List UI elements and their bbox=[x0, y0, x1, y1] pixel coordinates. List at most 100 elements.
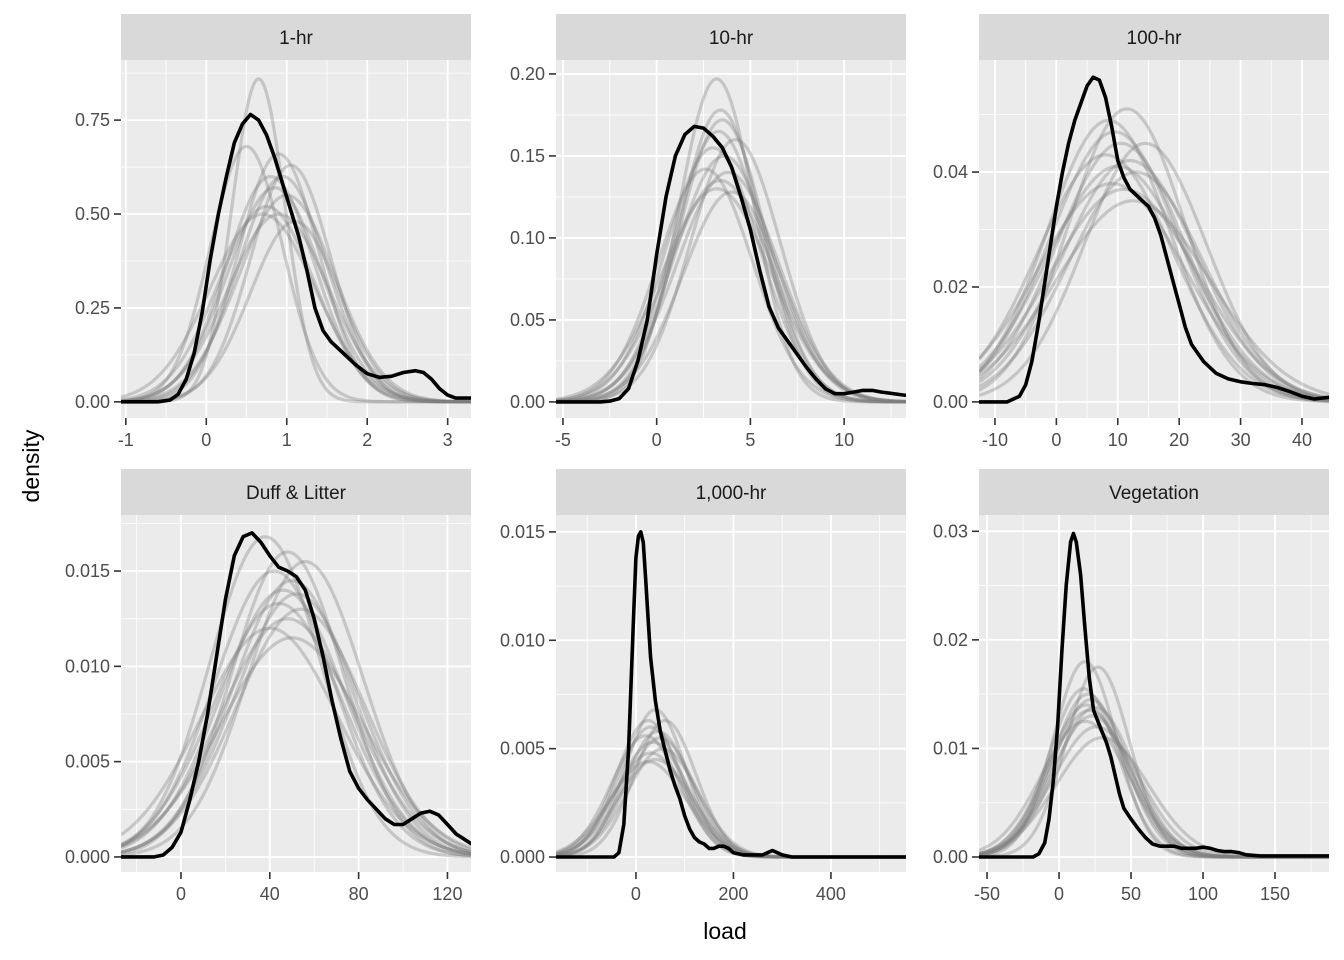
x-tick-label: 1 bbox=[282, 430, 292, 450]
y-tick-label: 0.20 bbox=[510, 64, 545, 84]
x-tick-label: 3 bbox=[443, 430, 453, 450]
simulated-density-line bbox=[121, 174, 471, 404]
y-tick-label: 0.15 bbox=[510, 146, 545, 166]
x-tick-label: 80 bbox=[349, 884, 369, 904]
x-tick-label: 200 bbox=[718, 884, 748, 904]
x-tick-label: 0 bbox=[1054, 884, 1064, 904]
panel-background bbox=[979, 515, 1329, 872]
y-tick-label: 0.005 bbox=[65, 752, 110, 772]
facet-panel: Duff & Litter 0 40 80 120 0.000 0.005 0.010 0.01… bbox=[65, 469, 471, 904]
x-tick-label: -10 bbox=[982, 430, 1008, 450]
simulated-density-line bbox=[556, 108, 906, 404]
y-tick-label: 0.25 bbox=[75, 298, 110, 318]
x-tick-label: 0 bbox=[631, 884, 641, 904]
y-tick-label: 0.005 bbox=[500, 739, 545, 759]
y-tick-label: 0.10 bbox=[510, 228, 545, 248]
simulated-density-line bbox=[556, 129, 906, 404]
y-tick-label: 0.00 bbox=[510, 392, 545, 412]
facet-panel: 10-hr -5 0 5 10 0.00 0.05 0.10 0.15 0.20 bbox=[510, 14, 906, 450]
y-tick-label: 0.02 bbox=[933, 630, 968, 650]
simulated-density-line bbox=[556, 170, 906, 404]
simulated-density-line bbox=[556, 118, 906, 404]
x-tick-label: 120 bbox=[432, 884, 462, 904]
x-tick-label: -50 bbox=[974, 884, 1000, 904]
x-tick-label: -1 bbox=[118, 430, 134, 450]
simulated-density-line bbox=[121, 186, 471, 404]
x-tick-label: 2 bbox=[362, 430, 372, 450]
simulated-density-line bbox=[121, 626, 471, 856]
x-tick-label: 0 bbox=[176, 884, 186, 904]
facet-panel: 100-hr -10 0 10 20 30 40 0.00 0.02 0.04 bbox=[933, 14, 1329, 450]
simulated-density-line bbox=[979, 153, 1329, 403]
x-tick-label: -5 bbox=[555, 430, 571, 450]
simulated-density-line bbox=[121, 617, 471, 854]
simulated-density-line bbox=[556, 167, 906, 404]
simulated-density-line bbox=[556, 190, 906, 404]
simulated-density-line bbox=[121, 144, 471, 404]
simulated-density-line bbox=[121, 174, 471, 404]
simulated-density-line bbox=[121, 592, 471, 854]
x-tick-label: 20 bbox=[1169, 430, 1189, 450]
simulated-density-line bbox=[121, 193, 471, 404]
facet-strip bbox=[979, 14, 1329, 60]
facet-strip bbox=[979, 469, 1329, 515]
simulated-density-line bbox=[121, 204, 471, 404]
observed-density-line bbox=[121, 112, 471, 404]
simulated-density-line bbox=[979, 199, 1329, 396]
x-tick-label: 10 bbox=[834, 430, 854, 450]
x-tick-label: 10 bbox=[1108, 430, 1128, 450]
simulated-density-line bbox=[979, 164, 1329, 401]
x-tick-label: 150 bbox=[1260, 884, 1290, 904]
observed-density-line bbox=[979, 531, 1329, 859]
y-tick-label: 0.04 bbox=[933, 162, 968, 182]
x-tick-label: 400 bbox=[816, 884, 846, 904]
y-tick-label: 0.000 bbox=[500, 847, 545, 867]
simulated-density-line bbox=[556, 138, 906, 404]
simulated-density-line bbox=[121, 588, 471, 856]
series-group bbox=[121, 531, 471, 859]
x-tick-label: 0 bbox=[652, 430, 662, 450]
series-group bbox=[556, 530, 906, 859]
y-tick-label: 0.00 bbox=[75, 392, 110, 412]
simulated-density-line bbox=[979, 159, 1329, 401]
facet-title: 10-hr bbox=[709, 28, 754, 49]
simulated-density-line bbox=[121, 163, 471, 404]
simulated-density-line bbox=[121, 636, 471, 850]
simulated-density-line bbox=[121, 535, 471, 859]
simulated-density-line bbox=[121, 569, 471, 858]
facet-strip bbox=[121, 14, 471, 60]
simulated-density-line bbox=[121, 77, 471, 404]
y-tick-label: 0.010 bbox=[500, 630, 545, 650]
facet-strip bbox=[121, 469, 471, 515]
facet-title: 1-hr bbox=[279, 28, 313, 49]
y-tick-label: 0.000 bbox=[65, 847, 110, 867]
panel-background bbox=[556, 60, 906, 418]
simulated-density-line bbox=[556, 179, 906, 404]
x-tick-label: 0 bbox=[201, 430, 211, 450]
y-tick-label: 0.00 bbox=[933, 847, 968, 867]
observed-density-line bbox=[979, 75, 1329, 404]
simulated-density-line bbox=[979, 118, 1329, 404]
facet-title: 1,000-hr bbox=[696, 483, 767, 504]
simulated-density-line bbox=[556, 77, 906, 404]
y-tick-label: 0.01 bbox=[933, 738, 968, 758]
simulated-density-line bbox=[979, 187, 1329, 400]
simulated-density-line bbox=[121, 559, 471, 857]
panel-background bbox=[556, 515, 906, 872]
simulated-density-line bbox=[121, 579, 471, 856]
y-tick-label: 0.02 bbox=[933, 277, 968, 297]
simulated-density-line bbox=[121, 607, 471, 854]
series-group bbox=[121, 77, 471, 404]
x-tick-label: 5 bbox=[745, 430, 755, 450]
facet-panel: 1,000-hr 0 200 400 0.000 0.005 0.010 0.015 bbox=[500, 469, 906, 904]
y-tick-label: 0.05 bbox=[510, 310, 545, 330]
facet-strip bbox=[556, 14, 906, 60]
facet-title: 100-hr bbox=[1127, 28, 1183, 49]
series-group bbox=[979, 531, 1329, 859]
series-group bbox=[979, 75, 1329, 404]
panel-background bbox=[979, 60, 1329, 418]
simulated-density-line bbox=[556, 187, 906, 403]
facet-title: Duff & Litter bbox=[246, 483, 347, 504]
x-tick-label: 0 bbox=[1051, 430, 1061, 450]
